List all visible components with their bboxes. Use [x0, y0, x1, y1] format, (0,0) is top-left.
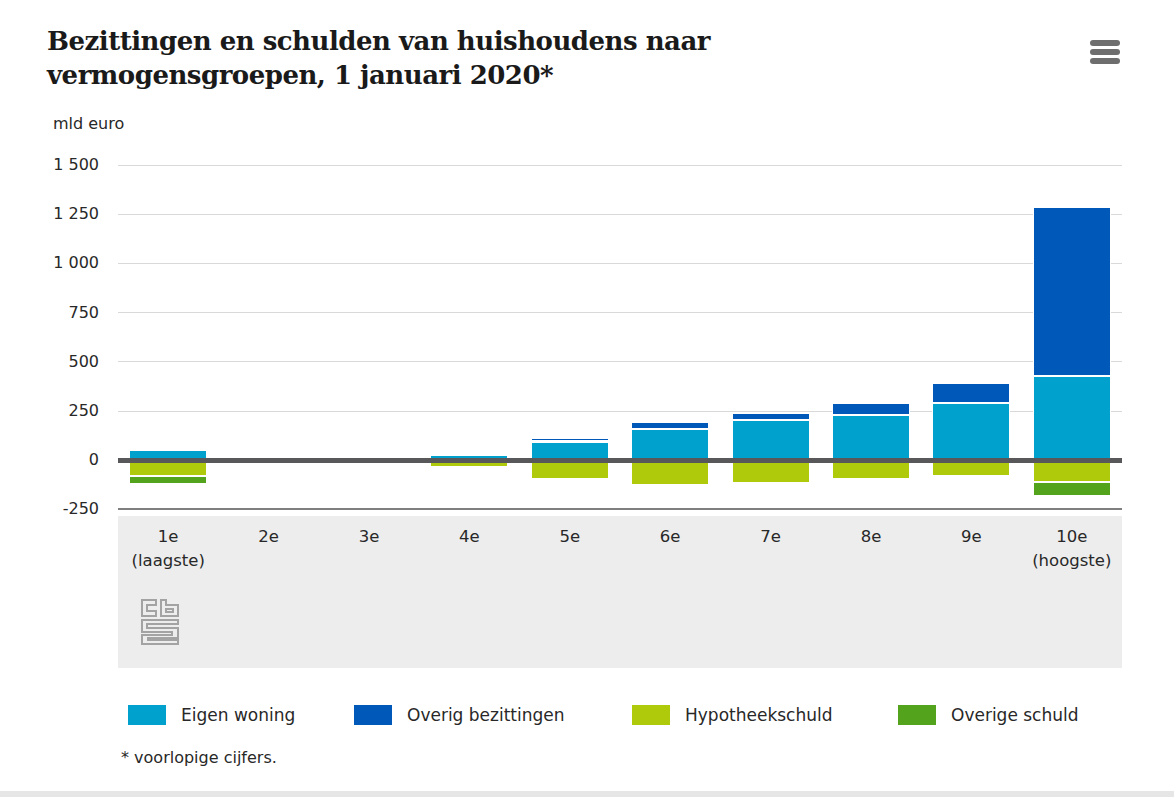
bar-segment-overige_schuld-1e[interactable]	[129, 476, 207, 484]
x-axis-label-3e: 3e	[319, 526, 419, 548]
legend-label: Eigen woning	[181, 705, 295, 725]
page-bottom-strip	[0, 791, 1174, 797]
x-axis-label-4e: 4e	[419, 526, 519, 548]
bar-segment-overig_bezittingen-10e[interactable]	[1033, 207, 1111, 375]
legend-swatch-eigen_woning	[128, 705, 166, 725]
bar-segment-overig_bezittingen-8e[interactable]	[832, 403, 910, 415]
gridline-500	[118, 361, 1122, 362]
x-axis-label-7e: 7e	[720, 526, 820, 548]
x-axis-sublabel-1e: (laagste)	[108, 550, 228, 572]
gridline-1500	[118, 165, 1122, 166]
x-axis-label-9e: 9e	[921, 526, 1021, 548]
bar-segment-eigen_woning-9e[interactable]	[932, 403, 1010, 460]
x-axis-label-2e: 2e	[218, 526, 318, 548]
y-tick-label: 0	[35, 451, 99, 469]
bar-segment-eigen_woning-10e[interactable]	[1033, 376, 1111, 461]
legend-swatch-hypotheekschuld	[632, 705, 670, 725]
bar-segment-hypotheekschuld-5e[interactable]	[531, 460, 609, 479]
x-axis-label-8e: 8e	[821, 526, 921, 548]
y-tick-label: 1 000	[35, 254, 99, 272]
bar-segment-overige_schuld-10e[interactable]	[1033, 482, 1111, 496]
legend-swatch-overig_bezittingen	[354, 705, 392, 725]
legend-label: Hypotheekschuld	[685, 705, 833, 725]
bar-segment-eigen_woning-7e[interactable]	[732, 420, 810, 460]
legend-item-eigen_woning[interactable]: Eigen woning	[128, 705, 295, 725]
x-axis-label-5e: 5e	[520, 526, 620, 548]
stacked-bar-chart: 1 500 1 250 1 000 750 500 250 0 -250 1e(laagste…	[0, 0, 1174, 690]
x-axis-label-1e: 1e	[118, 526, 218, 548]
bar-segment-hypotheekschuld-10e[interactable]	[1033, 460, 1111, 482]
legend-item-hypotheekschuld[interactable]: Hypotheekschuld	[632, 705, 833, 725]
x-axis-label-10e: 10e	[1022, 526, 1122, 548]
bar-segment-overig_bezittingen-6e[interactable]	[631, 422, 709, 429]
y-tick-label: 500	[35, 353, 99, 371]
x-axis-sublabel-10e: (hoogste)	[1012, 550, 1132, 572]
legend-item-overig_bezittingen[interactable]: Overig bezittingen	[354, 705, 565, 725]
y-tick-label: -250	[35, 500, 99, 518]
gridline-750	[118, 312, 1122, 313]
bar-segment-overig_bezittingen-5e[interactable]	[531, 438, 609, 442]
y-tick-label: 250	[35, 402, 99, 420]
bar-segment-eigen_woning-8e[interactable]	[832, 415, 910, 460]
x-axis-label-6e: 6e	[620, 526, 720, 548]
legend-label: Overig bezittingen	[407, 705, 565, 725]
bar-segment-hypotheekschuld-6e[interactable]	[631, 460, 709, 485]
cbs-logo	[139, 597, 181, 647]
gridline-1000	[118, 263, 1122, 264]
bar-segment-hypotheekschuld-7e[interactable]	[732, 460, 810, 483]
y-tick-label: 1 500	[35, 156, 99, 174]
gridline-1250	[118, 214, 1122, 215]
legend-swatch-overige_schuld	[898, 705, 936, 725]
bar-segment-overig_bezittingen-7e[interactable]	[732, 413, 810, 420]
y-tick-label: 1 250	[35, 205, 99, 223]
y-tick-label: 750	[35, 304, 99, 322]
footnote: * voorlopige cijfers.	[121, 748, 277, 767]
bar-segment-hypotheekschuld-8e[interactable]	[832, 460, 910, 479]
bar-segment-overig_bezittingen-9e[interactable]	[932, 383, 1010, 403]
bar-segment-eigen_woning-6e[interactable]	[631, 429, 709, 460]
axis-bottom-line	[118, 508, 1122, 510]
zero-line	[118, 458, 1122, 463]
legend-item-overige_schuld[interactable]: Overige schuld	[898, 705, 1079, 725]
legend-label: Overige schuld	[951, 705, 1079, 725]
